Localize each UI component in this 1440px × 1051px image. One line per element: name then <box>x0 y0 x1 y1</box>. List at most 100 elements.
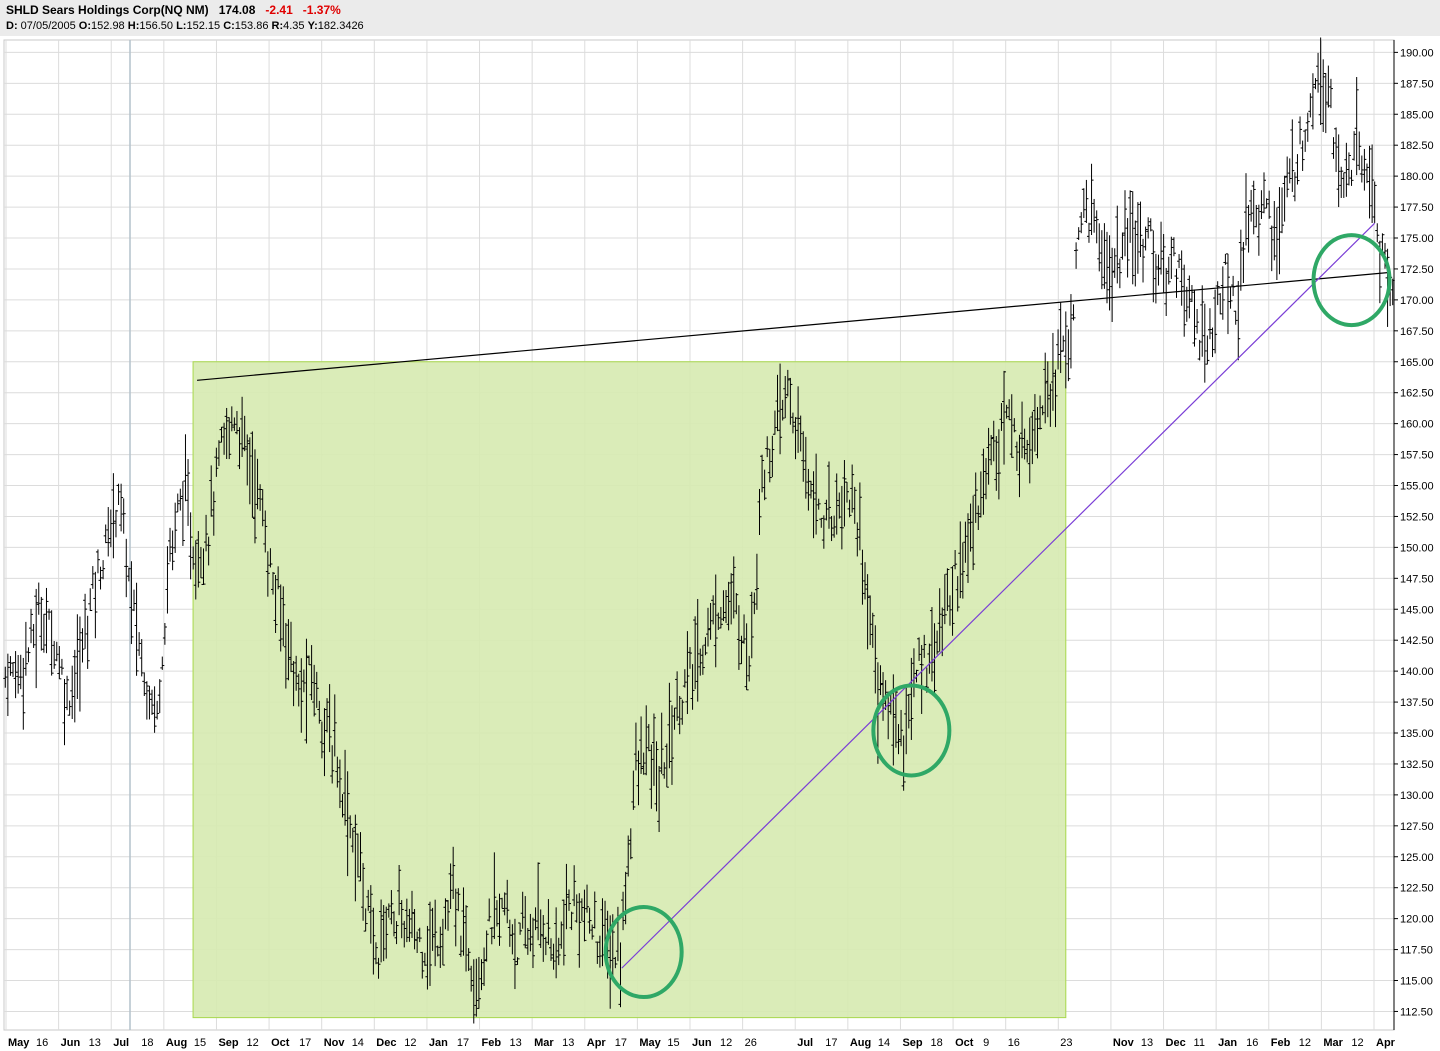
ohlc-bar <box>211 491 216 536</box>
y-tick-label: 177.50 <box>1400 202 1434 214</box>
range-value: 4.35 <box>283 20 305 32</box>
ohlc-bar <box>428 901 433 986</box>
ohlc-bar <box>1146 217 1151 239</box>
ohlc-bar <box>309 645 314 701</box>
ohlc-bar <box>821 515 826 549</box>
ohlc-bar <box>935 630 940 655</box>
ohlc-bar <box>294 655 299 691</box>
ohlc-bar <box>1169 236 1174 279</box>
y-tick-label: 130.00 <box>1400 790 1434 802</box>
ohlc-bar <box>394 921 399 945</box>
ohlc-bar <box>438 926 443 968</box>
ohlc-bar <box>636 750 641 806</box>
ohlc-bar <box>1045 361 1050 418</box>
ohlc-bar <box>530 917 535 969</box>
ohlc-bar <box>1076 227 1081 240</box>
open-label: O: <box>78 20 92 32</box>
ohlc-bar <box>1084 179 1089 223</box>
ohlc-bar <box>857 482 862 551</box>
ohlc-bar <box>1290 119 1295 192</box>
x-month-label: Aug <box>166 1037 187 1049</box>
ohlc-bar <box>234 411 239 435</box>
ohlc-bar <box>142 672 147 697</box>
ohlc-bar <box>906 693 911 729</box>
ohlc-bar <box>453 888 458 947</box>
ohlc-bar <box>270 571 275 595</box>
ohlc-bar <box>590 924 595 940</box>
ohlc-bar <box>1272 200 1277 261</box>
x-day-label: 15 <box>194 1037 206 1049</box>
ohlc-bar <box>80 628 85 663</box>
ohlc-bar <box>1215 281 1220 306</box>
date-label: D: <box>6 20 18 32</box>
ohlc-bar <box>62 678 67 746</box>
ohlc-bar <box>381 905 386 962</box>
ohlc-bar <box>23 621 28 676</box>
ohlc-bar <box>399 900 404 939</box>
ohlc-bar <box>137 632 142 656</box>
ohlc-bar <box>276 566 281 590</box>
ohlc-bar <box>1223 253 1228 265</box>
ohlc-bar <box>865 574 870 650</box>
ohlc-bar <box>700 645 705 675</box>
ohlc-bar <box>1305 112 1310 142</box>
ohlc-bar <box>541 915 546 962</box>
x-month-label: Oct <box>955 1037 974 1049</box>
ohlc-bar <box>144 681 149 720</box>
ohlc-bar <box>512 918 517 990</box>
ohlc-bar <box>803 436 808 499</box>
ohlc-bar <box>240 396 245 458</box>
ohlc-bar <box>1264 198 1269 209</box>
y-tick-label: 135.00 <box>1400 728 1434 740</box>
highlight-circle <box>1311 233 1392 328</box>
ohlc-bar <box>1238 229 1243 291</box>
ohlc-bar <box>461 887 466 956</box>
ohlc-bar <box>1339 166 1344 198</box>
x-day-label: 13 <box>510 1037 522 1049</box>
y-tick-label: 115.00 <box>1400 976 1433 988</box>
ohlc-bar <box>3 666 8 688</box>
ohlc-bar <box>973 472 978 523</box>
ohlc-bar <box>687 647 692 669</box>
ohlc-bar <box>301 669 306 693</box>
x-day-label: 17 <box>299 1037 311 1049</box>
ohlc-bar <box>278 584 283 652</box>
ohlc-bar <box>232 417 237 431</box>
ohlc-bar <box>839 485 844 550</box>
ohlc-bar <box>1197 339 1202 361</box>
ohlc-bar <box>662 762 667 779</box>
ohlc-bar <box>585 884 590 913</box>
price-chart[interactable]: 112.50 115.00 117.50 120.00 122.50 125.00 127.… <box>0 36 1440 1051</box>
x-day-label: 17 <box>615 1037 627 1049</box>
ohlc-bar <box>1210 327 1215 358</box>
ohlc-bar <box>464 905 469 972</box>
ohlc-bar <box>940 607 945 657</box>
ohlc-bar <box>520 891 525 929</box>
ohlc-bar <box>1200 285 1205 357</box>
ohlc-bar <box>1027 417 1032 484</box>
ohlc-bar <box>1174 268 1179 298</box>
ohlc-bar <box>322 708 327 777</box>
ohlc-bar <box>726 581 731 631</box>
ohlc-bar <box>1125 218 1130 278</box>
ohlc-bar <box>1102 223 1107 289</box>
ohlc-bar <box>901 735 906 791</box>
ohlc-bar <box>422 952 427 966</box>
ohlc-bar <box>72 649 77 723</box>
ohlc-bar <box>1022 428 1027 460</box>
y-tick-label: 122.50 <box>1400 883 1434 895</box>
ohlc-bar <box>420 951 425 979</box>
ohlc-bar <box>693 616 698 690</box>
ohlc-bar <box>183 434 188 502</box>
y-tick-label: 132.50 <box>1400 759 1434 771</box>
ohlc-bar <box>569 911 574 931</box>
ohlc-bar <box>186 459 191 526</box>
x-month-label: Jan <box>1218 1037 1237 1049</box>
ohlc-bar <box>1115 205 1120 284</box>
ohlc-bar <box>752 592 757 615</box>
ohlc-bar <box>13 651 18 699</box>
ohlc-bar <box>963 521 968 563</box>
ohlc-bar <box>227 417 232 460</box>
ohlc-bar <box>564 863 569 930</box>
ohlc-bar <box>955 576 960 612</box>
